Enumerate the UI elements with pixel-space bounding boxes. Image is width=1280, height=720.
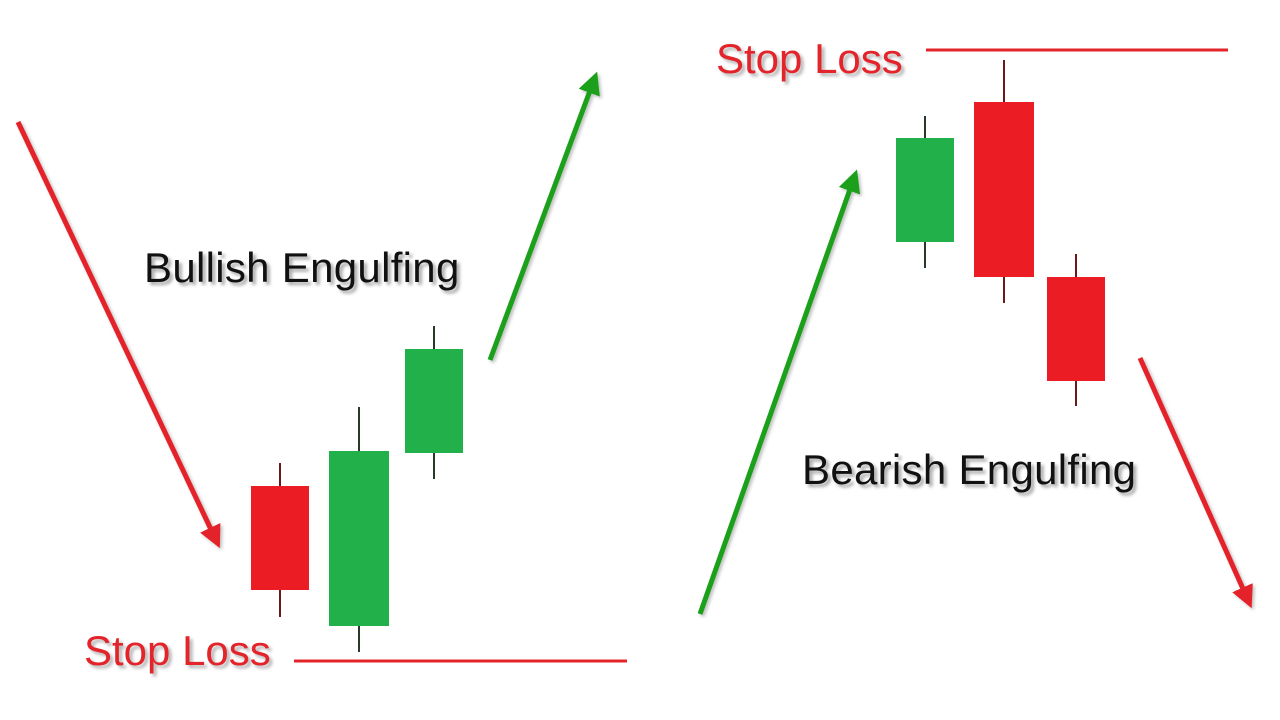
downtrend-arrow: [1137, 356, 1253, 609]
bearish-pattern: [697, 48, 1253, 615]
bearish-engulfing-title: Bearish Engulfing: [802, 446, 1137, 493]
candle-body: [974, 102, 1034, 277]
bullish-pattern: [15, 71, 627, 663]
bullish-candle-3: [405, 326, 463, 479]
bearish-candle-1: [896, 116, 954, 268]
candle-body: [405, 349, 463, 453]
candle-body: [251, 486, 309, 590]
bullish-candle-2: [329, 407, 389, 652]
bearish-stop-loss-label: Stop Loss: [716, 35, 903, 82]
candle-body: [896, 138, 954, 242]
uptrend-arrow: [697, 169, 861, 615]
bullish-candle-1: [251, 463, 309, 617]
bearish-candle-3: [1047, 254, 1105, 406]
downtrend-arrow: [15, 120, 221, 549]
uptrend-arrow: [487, 71, 600, 361]
bullish-engulfing-title: Bullish Engulfing: [144, 244, 460, 291]
candle-body: [329, 451, 389, 626]
candle-body: [1047, 277, 1105, 381]
bullish-stop-loss-label: Stop Loss: [84, 627, 271, 674]
bearish-candle-2: [974, 60, 1034, 303]
